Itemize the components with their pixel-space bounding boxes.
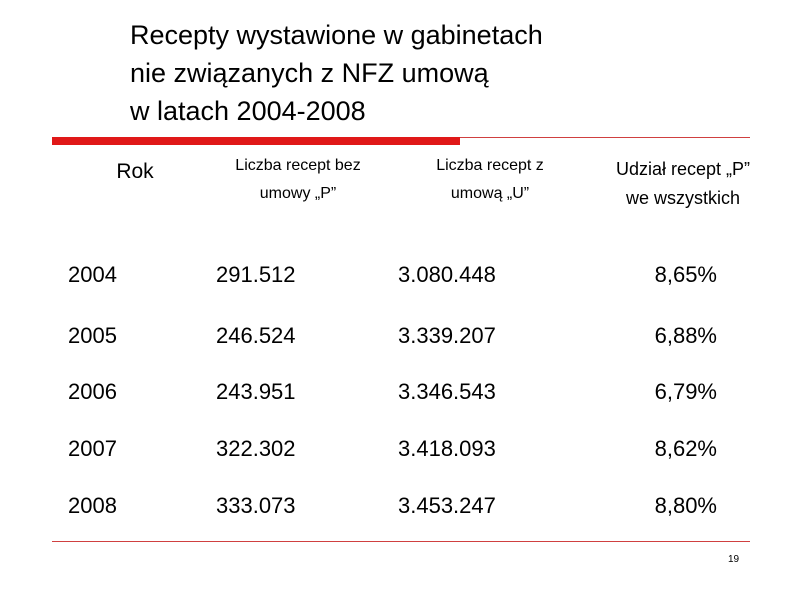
column-header: we wszystkich — [625, 188, 741, 208]
table-cell: 3.346.543 — [398, 379, 496, 404]
table-cell: 3.339.207 — [398, 323, 496, 348]
table-cell: 246.524 — [216, 323, 296, 348]
table-cell: 6,88% — [654, 323, 717, 348]
column-header: umową „U” — [450, 185, 530, 202]
table-cell: 322.302 — [216, 436, 296, 461]
title-line: w latach 2004-2008 — [130, 96, 366, 126]
red-bar — [52, 137, 460, 145]
bottom-line — [52, 541, 750, 542]
table-cell: 243.951 — [216, 379, 296, 404]
column-header: umowy „P” — [259, 185, 337, 202]
title-line: nie związanych z NFZ umową — [130, 58, 489, 88]
page-number: 19 — [728, 554, 740, 565]
table-cell: 3.453.247 — [398, 493, 496, 518]
table-cell: 2007 — [68, 436, 117, 461]
table-cell: 2006 — [68, 379, 117, 404]
title-line: Recepty wystawione w gabinetach — [130, 20, 543, 50]
table-cell: 8,62% — [654, 436, 717, 461]
table-cell: 333.073 — [216, 493, 296, 518]
table-cell: 2004 — [68, 262, 117, 287]
table-cell: 3.080.448 — [398, 262, 496, 287]
table-cell: 291.512 — [216, 262, 296, 287]
column-header: Liczba recept z — [436, 157, 544, 174]
table-cell: 2005 — [68, 323, 117, 348]
table-cell: 6,79% — [654, 379, 717, 404]
column-header: Liczba recept bez — [235, 157, 361, 174]
table-cell: 3.418.093 — [398, 436, 496, 461]
table-cell: 8,65% — [654, 262, 717, 287]
column-header: Rok — [116, 160, 154, 183]
table-cell: 8,80% — [654, 493, 717, 518]
column-header: Udział recept „P” — [615, 159, 751, 179]
divider-line — [460, 137, 750, 138]
table-cell: 2008 — [68, 493, 117, 518]
